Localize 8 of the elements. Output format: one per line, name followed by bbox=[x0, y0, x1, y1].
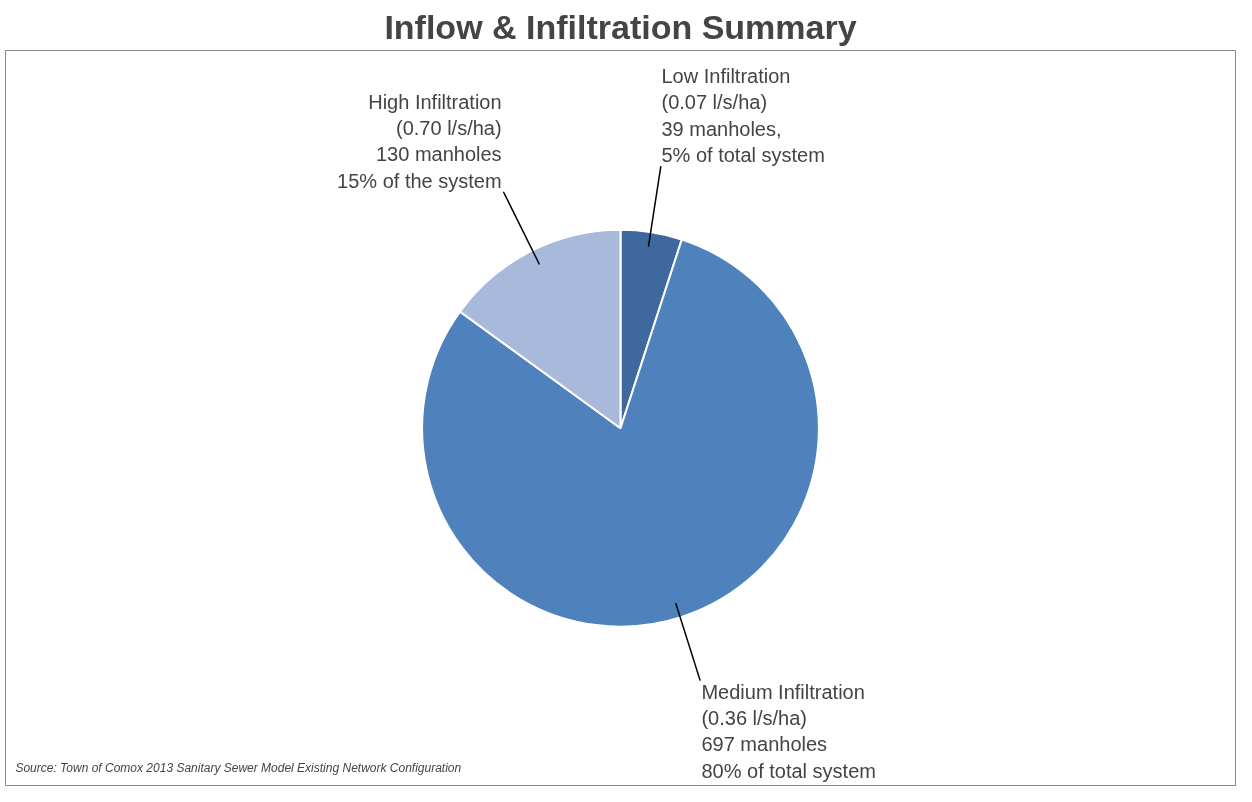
chart-title: Inflow & Infiltration Summary bbox=[384, 7, 857, 46]
slice-label: Medium Infiltration bbox=[701, 680, 865, 703]
slice-label: Low Infiltration bbox=[661, 64, 791, 87]
data-label: (0.07 l/s/ha) 39 manholes, 5% of total system bbox=[661, 91, 825, 167]
slice-label: High Infiltration bbox=[368, 90, 502, 113]
data-label: (0.36 l/s/ha) 697 manholes 80% of total system bbox=[701, 707, 876, 782]
source-note: Source: Town of Comox 2013 Sanitary Sewer Model Existing Network Configuration bbox=[15, 761, 462, 776]
data-label: (0.70 l/s/ha) 130 manholes 15% of the system bbox=[337, 116, 502, 192]
